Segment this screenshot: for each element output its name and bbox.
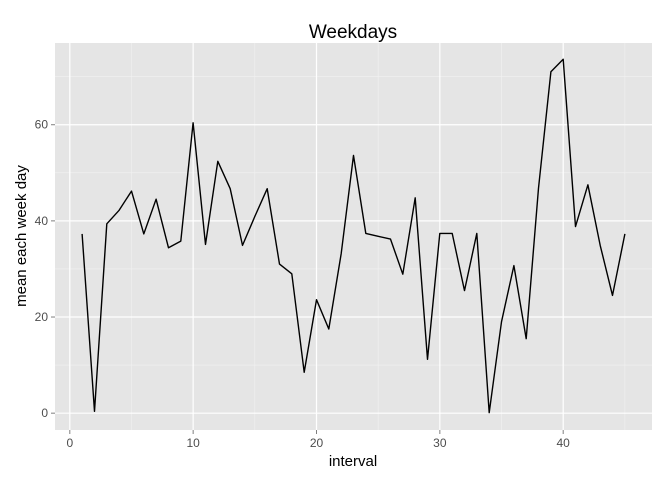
series-line [81, 58, 626, 414]
y-tick-label: 0 [41, 406, 48, 420]
x-axis-ticks: 0 10 20 30 40 [66, 430, 570, 450]
y-axis-label: mean each week day [13, 165, 30, 307]
y-tick-label: 60 [35, 118, 49, 132]
chart-title: Weekdays [309, 22, 397, 43]
x-tick-label: 0 [66, 436, 73, 450]
y-tick-label: 40 [35, 214, 49, 228]
x-axis-label: interval [329, 453, 377, 470]
plot-panel [55, 43, 652, 430]
y-axis-ticks: 0 20 40 60 [35, 118, 55, 420]
x-tick-label: 20 [310, 436, 324, 450]
y-tick-label: 20 [35, 310, 49, 324]
x-tick-label: 10 [186, 436, 200, 450]
x-tick-label: 30 [433, 436, 447, 450]
x-tick-label: 40 [557, 436, 571, 450]
